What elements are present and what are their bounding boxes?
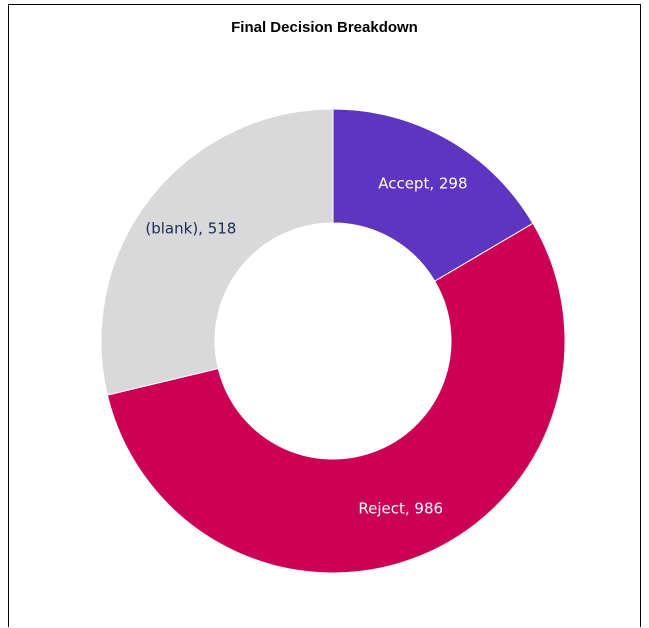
chart-area: Final Decision Breakdown Accept, 298 Reje… [8, 4, 641, 627]
slice-label-accept: Accept, 298 [378, 174, 467, 192]
slice-label-reject: Reject, 986 [358, 499, 443, 517]
slice-label-blank: (blank), 518 [145, 219, 236, 237]
chart-title: Final Decision Breakdown [231, 19, 418, 36]
slice-blank [100, 108, 334, 396]
donut-chart: Accept, 298 Reject, 986 (blank), 518 [100, 108, 566, 574]
slice-accept [332, 108, 534, 282]
slice-reject [106, 222, 566, 574]
